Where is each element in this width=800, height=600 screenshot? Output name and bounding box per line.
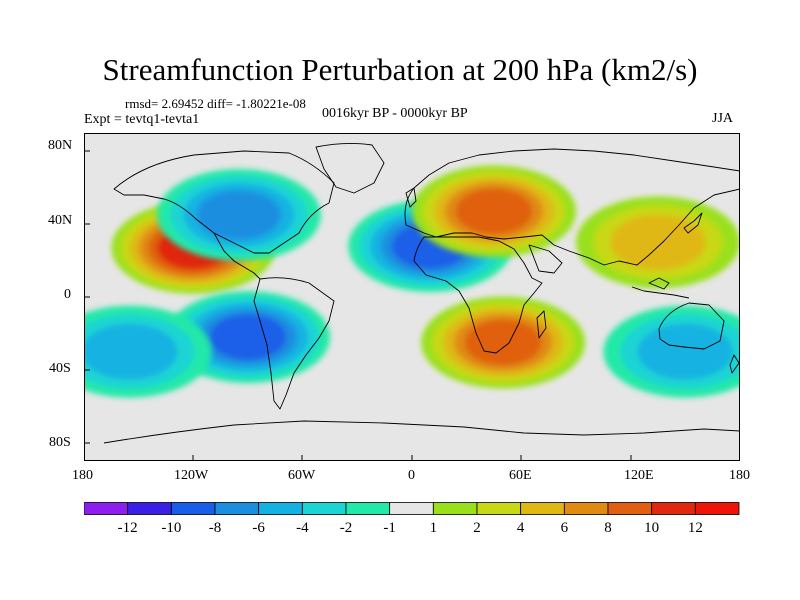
greenland-coast (315, 142, 385, 194)
arabia-coast (528, 244, 563, 274)
south-pacific-negative-anomaly (84, 305, 212, 398)
australia-coast (658, 302, 725, 350)
indonesia-coast (631, 277, 690, 299)
colorbar-box (563, 502, 609, 515)
uk-coast (405, 187, 417, 208)
colorbar-box (84, 502, 129, 515)
colorbar-box (389, 502, 434, 515)
australia-negative-anomaly (603, 305, 740, 398)
colorbar-label: 2 (473, 520, 481, 536)
experiment-label: Expt = tevtq1-tevta1 (84, 112, 200, 127)
colorbar-box (607, 502, 653, 515)
central-america-coast (213, 232, 261, 280)
south-america-coast (253, 277, 335, 410)
lat-label-40s: 40S (49, 361, 71, 376)
colorbar-box (345, 502, 391, 515)
colorbar-box (170, 502, 216, 515)
new-zealand-coast (729, 354, 740, 374)
colorbar-label: 4 (517, 520, 525, 536)
colorbar: -12 -10 -8 -6 -4 -2 -1 1 2 4 6 8 10 12 (84, 502, 740, 536)
south-america-negative-contour (209, 314, 287, 360)
colorbar-label: -4 (296, 520, 309, 536)
lon-label-180e: 180 (729, 468, 750, 483)
colorbar-box (432, 502, 478, 515)
southern-africa-positive-contour (464, 319, 542, 366)
lon-label-120w: 120W (174, 468, 209, 483)
antarctica-coast (103, 420, 740, 444)
southern-africa-positive-anomaly (421, 296, 586, 389)
lon-label-180w: 180 (72, 468, 93, 483)
colorbar-box (214, 502, 260, 515)
colorbar-label: -6 (252, 520, 265, 536)
australia-negative-contour (637, 323, 734, 380)
season-label: JJA (712, 111, 734, 126)
madagascar-coast (536, 310, 547, 339)
axis-ticks (84, 133, 632, 461)
lat-label-equator: 0 (64, 287, 71, 302)
colorbar-label: 12 (688, 520, 703, 536)
eurasia-positive-anomaly (412, 165, 576, 258)
colorbar-box (258, 502, 303, 515)
lat-label-40n: 40N (48, 213, 73, 228)
eurasia-coast (404, 148, 740, 266)
lon-label-120e: 120E (624, 468, 654, 483)
colorbar-label: -1 (383, 520, 396, 536)
north-pacific-negative-anomaly (156, 169, 321, 261)
north-pacific-negative-contour (196, 190, 281, 240)
streamfunction-map (84, 133, 740, 461)
colorbar-label: 1 (430, 520, 438, 536)
plot-title: Streamfunction Perturbation at 200 hPa (… (102, 52, 698, 87)
colorbar-label: 6 (561, 520, 569, 536)
colorbar-box (520, 502, 565, 515)
colorbar-box (651, 502, 696, 515)
east-asia-positive-contour (610, 214, 706, 271)
north-america-coast (113, 150, 335, 254)
south-pacific-negative-contour (84, 323, 178, 380)
colorbar-label: -8 (209, 520, 222, 536)
lon-label-0: 0 (408, 468, 415, 483)
japan-coast (683, 212, 703, 234)
coastlines (103, 142, 740, 444)
colorbar-label: 10 (644, 520, 659, 536)
colorbar-label: -2 (340, 520, 353, 536)
colorbar-box (301, 502, 347, 515)
colorbar-box (476, 502, 522, 515)
rmsd-stats-label: rmsd= 2.69452 diff= -1.80221e-08 (125, 96, 306, 111)
east-asia-positive-anomaly (576, 196, 740, 289)
lat-label-80s: 80S (49, 435, 71, 450)
period-label: 0016kyr BP - 0000kyr BP (322, 106, 468, 121)
anomaly-field (84, 165, 740, 398)
colorbar-label: 8 (604, 520, 612, 536)
colorbar-box (127, 502, 172, 515)
africa-coast (413, 236, 543, 354)
south-america-negative-anomaly (166, 291, 330, 384)
colorbar-label: -12 (118, 520, 138, 536)
colorbar-label: -10 (161, 520, 181, 536)
lon-label-60w: 60W (288, 468, 316, 483)
colorbar-box (694, 502, 740, 515)
lat-label-80n: 80N (48, 138, 73, 153)
lon-label-60e: 60E (509, 468, 532, 483)
eurasia-positive-contour (455, 188, 533, 235)
